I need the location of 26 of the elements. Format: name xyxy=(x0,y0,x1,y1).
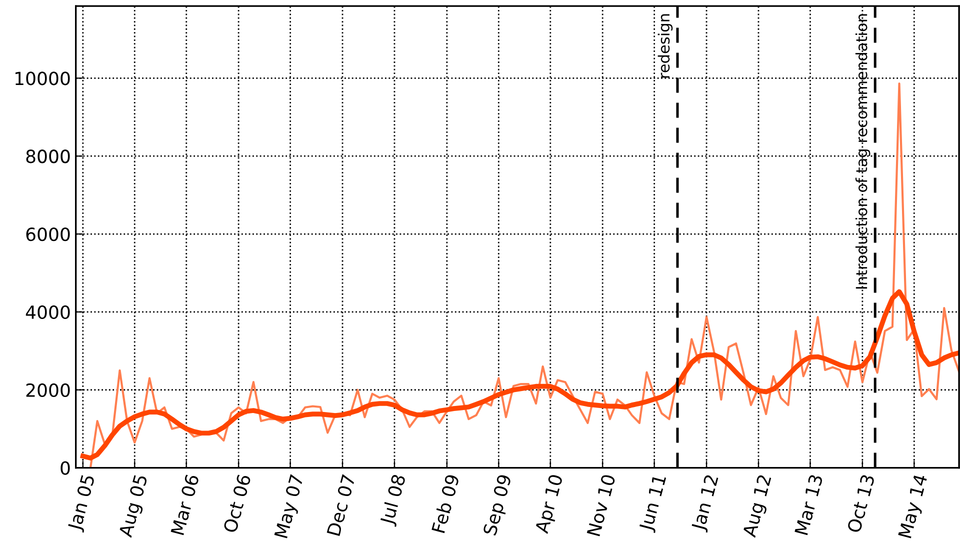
ref-line-label: redesign xyxy=(658,14,673,78)
x-tick-label: Apr 10 xyxy=(534,474,566,535)
x-tick-label: Aug 12 xyxy=(742,474,775,539)
x-tick-label: Jan 05 xyxy=(67,474,98,533)
y-tick-label: 0 xyxy=(60,461,70,475)
x-tick-label: Oct 13 xyxy=(846,474,875,534)
x-tick-label: Mar 06 xyxy=(170,474,200,536)
x-tick-label: Jan 12 xyxy=(690,474,722,533)
y-tick-label: 10000 xyxy=(16,72,70,86)
y-tick-label: 4000 xyxy=(26,305,70,320)
x-tick-label: Mar 13 xyxy=(794,474,824,536)
y-tick-label: 8000 xyxy=(26,150,70,164)
x-tick-label: May 14 xyxy=(898,474,931,540)
x-tick-label: Jun 11 xyxy=(638,474,670,534)
x-tick-label: May 07 xyxy=(274,474,307,540)
x-tick-label: Nov 10 xyxy=(586,474,616,536)
x-tick-label: Feb 09 xyxy=(431,474,460,534)
x-tick-label: Dec 07 xyxy=(326,474,356,536)
x-tick-label: Oct 06 xyxy=(222,474,252,534)
x-tick-label: Sep 09 xyxy=(482,474,515,537)
x-tick-label: Jul 08 xyxy=(379,474,409,527)
line-series xyxy=(80,289,960,460)
ref-line-label: Introduction of tag recommendation xyxy=(855,14,870,289)
x-tick-label: Aug 05 xyxy=(118,474,151,539)
y-tick-label: 6000 xyxy=(26,227,70,242)
y-tick-label: 2000 xyxy=(26,383,70,397)
